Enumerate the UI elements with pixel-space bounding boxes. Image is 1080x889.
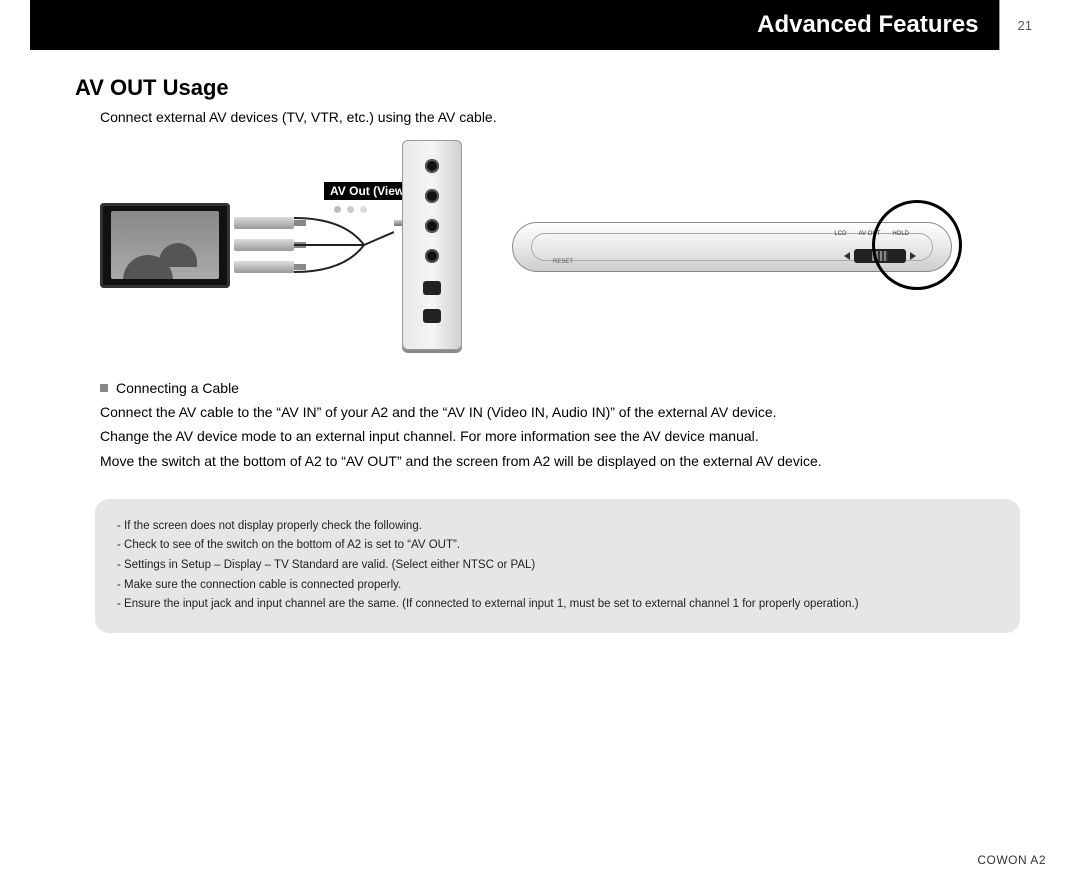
reset-label: RESET bbox=[553, 259, 573, 265]
note-line: - Check to see of the switch on the bott… bbox=[117, 536, 998, 556]
footer-model: COWON A2 bbox=[977, 853, 1046, 867]
diagram-row: AV Out (View) bbox=[100, 140, 1050, 350]
diagram-av-out-connection: AV Out (View) bbox=[100, 140, 462, 350]
mode-switch-icon bbox=[854, 249, 906, 263]
section-title: AV OUT Usage bbox=[75, 75, 1050, 101]
note-line: - Ensure the input jack and input channe… bbox=[117, 595, 998, 615]
note-line: - If the screen does not display properl… bbox=[117, 517, 998, 537]
note-box: - If the screen does not display properl… bbox=[95, 499, 1020, 633]
switch-labels: LCD AV OUT HOLD bbox=[834, 231, 909, 237]
note-line: - Settings in Setup – Display – TV Stand… bbox=[117, 556, 998, 576]
paragraph: Connect the AV cable to the “AV IN” of y… bbox=[100, 402, 1020, 422]
rca-plugs bbox=[234, 217, 294, 273]
switch-label-lcd: LCD bbox=[834, 231, 846, 237]
av-out-label: AV Out (View) bbox=[324, 182, 414, 200]
subheading-text: Connecting a Cable bbox=[116, 380, 239, 396]
section-intro: Connect external AV devices (TV, VTR, et… bbox=[100, 109, 1050, 125]
device-side-view bbox=[402, 140, 462, 350]
page-header: Advanced Features 21 bbox=[30, 0, 1050, 50]
av-cable: AV Out (View) bbox=[294, 200, 394, 290]
page-number: 21 bbox=[999, 0, 1050, 50]
subheading-connecting-cable: Connecting a Cable bbox=[100, 380, 1050, 396]
paragraph: Change the AV device mode to an external… bbox=[100, 426, 1020, 446]
square-bullet-icon bbox=[100, 384, 108, 392]
diagram-device-top: RESET LCD AV OUT HOLD bbox=[512, 200, 972, 290]
tv-illustration bbox=[100, 203, 230, 288]
note-line: - Make sure the connection cable is conn… bbox=[117, 576, 998, 596]
paragraph: Move the switch at the bottom of A2 to “… bbox=[100, 451, 1020, 471]
switch-label-hold: HOLD bbox=[892, 231, 909, 237]
switch-label-avout: AV OUT bbox=[858, 231, 880, 237]
header-title: Advanced Features bbox=[30, 0, 999, 50]
